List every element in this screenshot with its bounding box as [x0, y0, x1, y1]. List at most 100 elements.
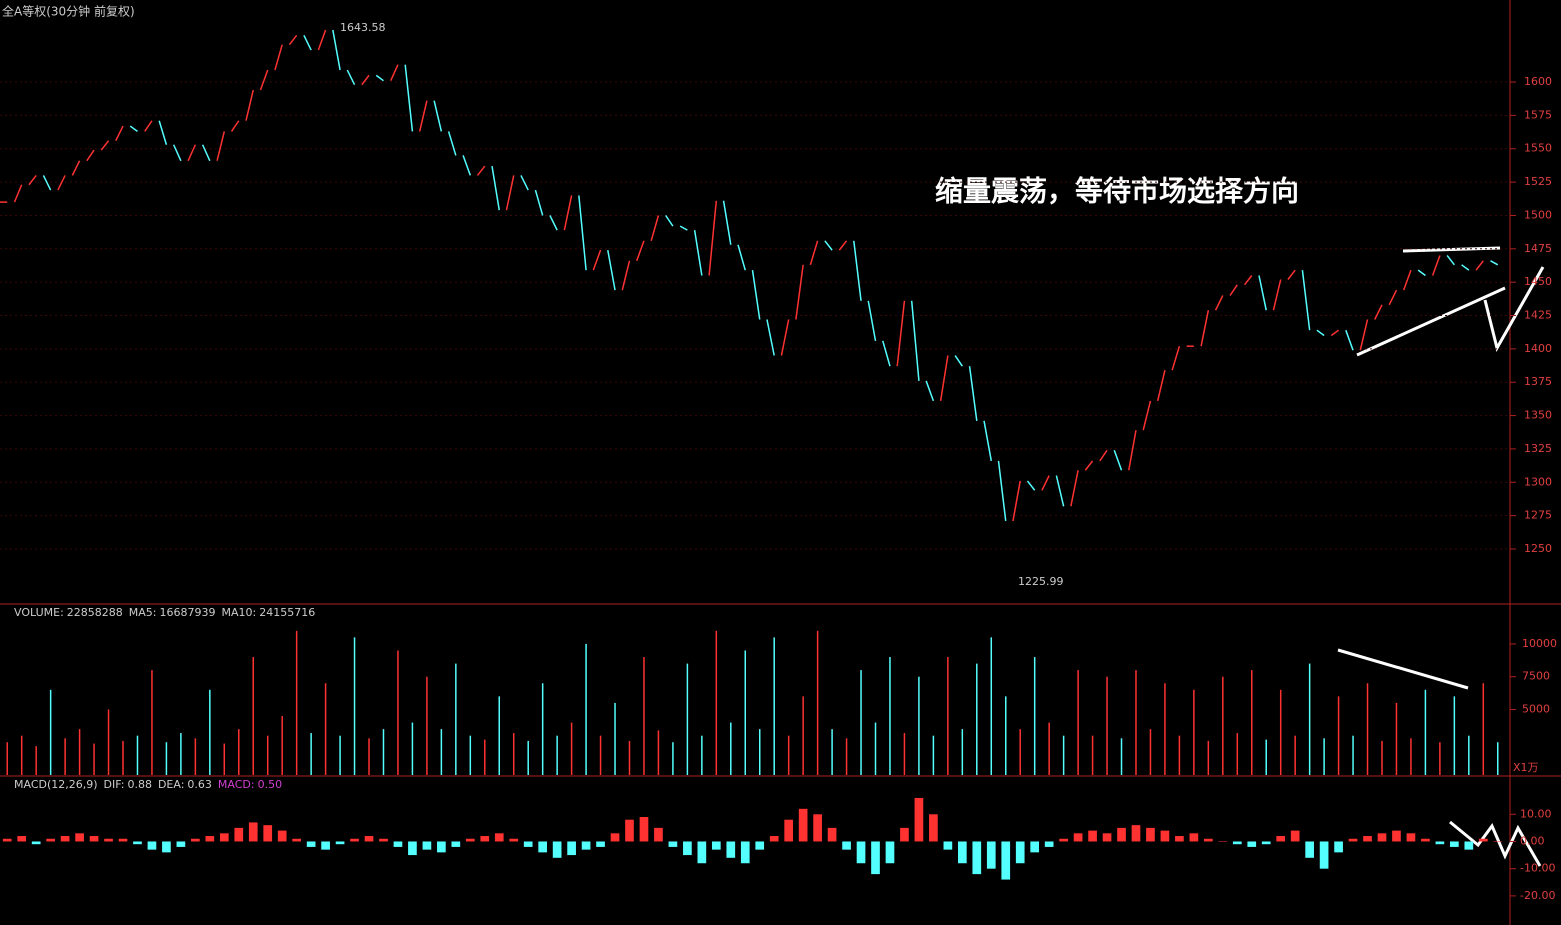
price-segment — [882, 340, 891, 367]
macd-bar — [813, 814, 822, 842]
macd-bar — [277, 830, 287, 842]
macd-bar — [1276, 836, 1286, 842]
macd-bar — [755, 841, 765, 850]
macd-bar — [538, 841, 548, 853]
price-segment — [462, 155, 472, 176]
price-segment — [172, 144, 182, 162]
macd-bar — [147, 841, 157, 850]
price-segment — [201, 144, 211, 162]
volume-header-value: 16687939 — [160, 606, 216, 619]
macd-bar — [393, 841, 403, 847]
macd-bar — [31, 841, 41, 845]
macd-bar — [494, 833, 504, 842]
macd-bar — [567, 841, 576, 856]
macd-bar — [263, 825, 273, 842]
macd-bar — [1189, 833, 1199, 842]
price-segment — [954, 355, 963, 367]
price-segment — [1446, 255, 1455, 266]
macd-bar — [683, 841, 692, 856]
macd-bar — [350, 838, 359, 842]
macd-bar — [697, 841, 707, 864]
price-segment — [1055, 475, 1065, 507]
y-tick-label: 1275 — [1524, 509, 1552, 522]
y-tick-label: -20.00 — [1520, 889, 1555, 902]
volume-header-label: MA10: — [222, 606, 257, 619]
price-segment — [1113, 449, 1123, 471]
macd-bar — [1232, 841, 1242, 845]
macd-header-label: DIF: — [104, 778, 125, 791]
macd-bar — [972, 841, 982, 875]
macd-bar — [133, 841, 142, 845]
macd-bar — [1450, 841, 1459, 847]
macd-bar — [798, 808, 808, 842]
macd-bar — [480, 836, 490, 842]
macd-bar — [1363, 836, 1372, 842]
macd-bar — [248, 822, 258, 842]
price-segment — [1374, 304, 1383, 320]
y-tick-label: 1450 — [1524, 275, 1552, 288]
macd-bar — [191, 838, 200, 842]
y-tick-label: 1475 — [1524, 242, 1552, 255]
macd-bar — [1204, 838, 1213, 842]
macd-bar — [1464, 841, 1474, 850]
macd-bar — [929, 814, 938, 842]
macd-bar — [89, 836, 99, 842]
macd-bar — [1305, 841, 1314, 858]
macd-bar — [596, 841, 605, 847]
price-segment — [57, 175, 66, 191]
macd-bar — [1334, 841, 1343, 853]
price-segment — [809, 240, 819, 266]
macd-bar — [176, 841, 186, 847]
price-segment — [1012, 480, 1021, 522]
annotation: 缩量震荡，等待市场选择方向 — [935, 175, 1299, 208]
price-segment — [71, 160, 81, 176]
price-segment — [983, 420, 993, 462]
price-segment — [1272, 279, 1282, 311]
macd-bar — [726, 841, 736, 858]
price-segment — [346, 69, 356, 86]
price-segment — [751, 270, 761, 320]
macd-bar — [46, 838, 55, 842]
volume-header-value: 22858288 — [67, 606, 123, 619]
price-segment — [910, 300, 920, 381]
price-segment — [636, 240, 645, 262]
price-segment — [230, 120, 240, 132]
macd-bar — [17, 836, 27, 842]
price-segment — [896, 300, 906, 367]
price-segment — [693, 230, 703, 276]
price-segment — [115, 125, 124, 142]
macd-header-label: MACD: — [218, 778, 255, 791]
macd-bar — [1218, 841, 1228, 842]
price-segment — [853, 240, 862, 301]
price-segment — [245, 89, 254, 121]
price-segment — [1490, 260, 1499, 266]
price-segment — [332, 29, 341, 71]
y-tick-label: 1250 — [1524, 542, 1552, 555]
macd-bar — [364, 836, 374, 842]
macd-bar — [306, 841, 316, 847]
price-segment — [780, 319, 790, 356]
macd-bar — [581, 841, 591, 850]
price-segment — [216, 131, 226, 161]
price-segment — [1301, 270, 1311, 331]
price-segment — [100, 140, 110, 151]
price-segment — [722, 200, 732, 245]
price-segment — [404, 64, 414, 132]
macd-bar — [943, 841, 953, 850]
macd-bar — [523, 841, 533, 847]
macd-bar — [711, 841, 721, 850]
price-segment — [1417, 269, 1426, 277]
price-segment — [534, 189, 544, 216]
price-segment — [1156, 370, 1166, 402]
price-segment — [129, 125, 138, 133]
macd-bar — [437, 841, 446, 853]
macd-bar — [1030, 841, 1040, 853]
volume-header: VOLUME: 22858288 MA5: 16687939 MA10: 24155716 — [14, 606, 315, 619]
macd-bar — [871, 841, 880, 875]
macd-bar — [914, 797, 924, 842]
macd-bar — [1261, 841, 1271, 845]
y-tick-label: 0.00 — [1520, 834, 1545, 847]
price-segment — [607, 250, 616, 291]
price-segment — [390, 64, 399, 82]
